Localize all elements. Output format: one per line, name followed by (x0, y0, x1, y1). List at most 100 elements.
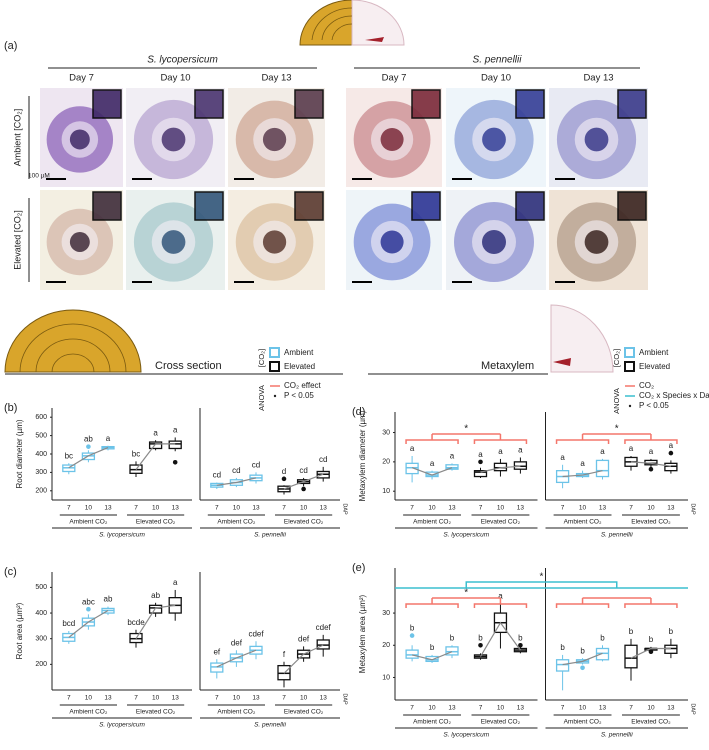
y-tick-label: 200 (35, 661, 47, 668)
median-line (479, 621, 521, 657)
day-tick-label: 10 (85, 505, 93, 512)
y-axis-label: Metaxylem area (µm²) (358, 594, 367, 673)
row-label: Elevated [CO₂] (12, 210, 22, 270)
day-tick-label: 7 (561, 705, 565, 712)
day-tick-label: 10 (428, 505, 436, 512)
y-tick-label: 500 (35, 584, 47, 591)
y-tick-label: 30 (382, 610, 390, 617)
letter-label: a (410, 444, 415, 453)
group-label: Elevated CO₂ (631, 719, 671, 726)
micrograph-inset (92, 191, 122, 221)
micrograph-stele (482, 230, 506, 254)
anova-title: ANOVA (257, 385, 266, 411)
letter-label: a (649, 447, 654, 456)
group-label: Ambient CO₂ (564, 519, 602, 526)
box (168, 440, 182, 450)
day-label: Day 7 (382, 73, 407, 84)
species-title: S. lycopersicum (147, 55, 218, 66)
group-label: Elevated CO₂ (481, 519, 521, 526)
day-tick-label: 10 (152, 695, 160, 702)
letter-label: b (649, 635, 654, 644)
median-line (562, 652, 603, 666)
significance-label: * (615, 424, 619, 435)
legend-title: [CO₂] (257, 349, 266, 367)
day-tick-label: 10 (497, 705, 505, 712)
letter-label: a (173, 426, 178, 435)
day-tick-label: 10 (300, 695, 308, 702)
species-label: S. lycopersicum (443, 532, 489, 539)
micrograph-stele (380, 230, 404, 254)
day-tick-label: 10 (233, 695, 241, 702)
micrograph-inset (194, 89, 224, 119)
micrograph-inset (515, 191, 545, 221)
median-line (283, 473, 324, 490)
box (664, 644, 678, 654)
day-tick-label: 7 (282, 695, 286, 702)
y-axis-label: Root area (µm²) (15, 602, 24, 659)
letter-label: cd (299, 466, 307, 475)
day-tick-label: 13 (667, 505, 675, 512)
median-line (480, 465, 521, 473)
panel-label: (e) (352, 562, 365, 574)
day-tick-label: 10 (647, 705, 655, 712)
anova-bracket (405, 598, 459, 608)
micrograph-stele (380, 127, 404, 151)
significance-label: * (464, 424, 468, 435)
micrograph-inset (92, 89, 122, 119)
letter-label: a (669, 441, 674, 450)
letter-label: b (629, 627, 634, 636)
letter-label: bc (132, 449, 140, 458)
day-tick-label: 7 (67, 505, 71, 512)
outlier (281, 476, 287, 482)
letter-label: ef (213, 647, 220, 656)
day-tick-label: 13 (104, 695, 112, 702)
day-tick-label: 13 (252, 505, 260, 512)
day-label: Day 10 (481, 73, 511, 84)
day-label: Day 7 (69, 73, 94, 84)
x-axis-label: DAP (690, 703, 696, 715)
y-tick-label: 500 (35, 432, 47, 439)
letter-label: a (629, 444, 634, 453)
anova-bracket (405, 434, 459, 444)
letter-label: bcde (127, 618, 145, 627)
day-tick-label: 10 (233, 505, 241, 512)
micrograph-stele (69, 232, 90, 252)
day-tick-label: 7 (67, 695, 71, 702)
letter-label: cd (232, 466, 240, 475)
legend-swatch (624, 361, 635, 372)
legend-title: [CO₂] (612, 349, 621, 367)
median-line (135, 604, 176, 640)
legend-label: Elevated (284, 362, 315, 371)
box (473, 470, 488, 478)
day-tick-label: 13 (517, 705, 525, 712)
micrograph-stele (161, 230, 186, 254)
median-line (216, 477, 257, 486)
letter-label: a (106, 434, 111, 443)
legend-label: Elevated (639, 362, 670, 371)
y-axis-label: Metaxylem diameter (µm) (358, 410, 367, 501)
letter-label: cd (319, 455, 327, 464)
letter-label: a (518, 446, 523, 455)
day-tick-label: 13 (252, 695, 260, 702)
outlier (580, 665, 585, 671)
day-tick-label: 7 (479, 705, 483, 712)
letter-label: a (600, 447, 605, 456)
letter-label: cd (252, 461, 260, 470)
letter-label: a (450, 451, 455, 460)
letter-label: b (410, 624, 415, 633)
species-label: S. pennellii (601, 732, 633, 739)
outlier (409, 633, 415, 638)
interaction-bracket (465, 581, 618, 588)
box (595, 647, 610, 661)
x-axis-label: DAP (342, 503, 348, 515)
outlier (172, 459, 178, 465)
anova-bracket (473, 598, 528, 608)
day-tick-label: 13 (599, 505, 607, 512)
group-label: Elevated CO₂ (481, 719, 521, 726)
day-tick-label: 7 (134, 695, 138, 702)
panel-label: (b) (4, 402, 17, 414)
day-tick-label: 10 (85, 695, 93, 702)
group-label: Ambient CO₂ (413, 519, 451, 526)
group-label: Ambient CO₂ (69, 709, 107, 716)
micrograph-stele (584, 230, 609, 254)
